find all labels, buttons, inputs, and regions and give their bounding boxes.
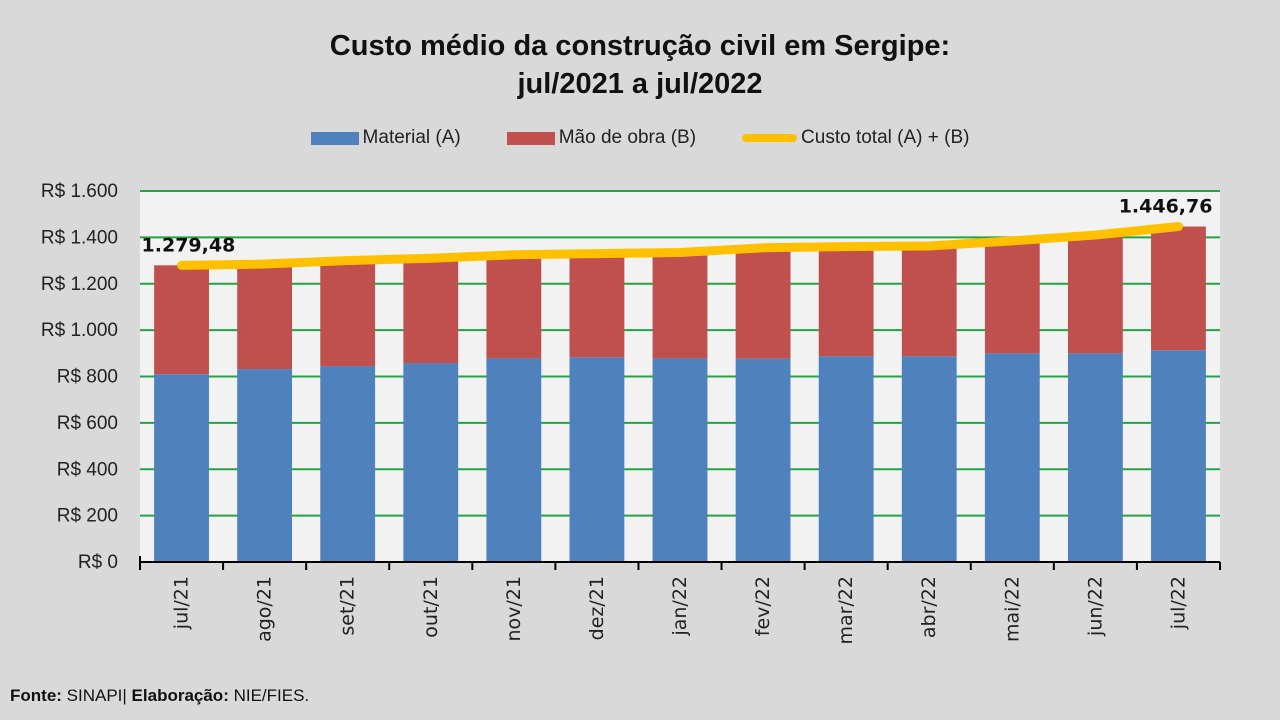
y-tick-label: R$ 0 (78, 552, 118, 573)
bar-material (735, 358, 791, 562)
y-tick-label: R$ 400 (57, 459, 118, 480)
bar-labor (320, 260, 376, 367)
x-tick-label: mar/22 (835, 576, 857, 645)
bar-material (320, 366, 376, 562)
bar-labor (984, 240, 1040, 354)
x-tick-label: dez/21 (586, 576, 608, 640)
x-tick-label: mai/22 (1001, 576, 1023, 642)
y-tick-label: R$ 800 (57, 367, 118, 388)
x-tick-label: jul/21 (171, 576, 193, 630)
bar-material (154, 374, 209, 562)
bar-labor (735, 247, 791, 359)
x-tick-label: jun/22 (1084, 576, 1106, 637)
bar-labor (901, 245, 957, 357)
footer-source: Fonte: SINAPI| Elaboração: NIE/FIES. (10, 686, 309, 706)
x-tick-label: jan/22 (669, 576, 691, 637)
x-tick-label: ago/21 (254, 576, 276, 642)
legend-item-material: Material (A) (310, 127, 461, 149)
legend-label-labor: Mão de obra (B) (558, 127, 697, 148)
bar-labor (403, 258, 459, 364)
bar-material (1067, 353, 1123, 562)
bar-labor (569, 253, 625, 358)
bar-material (652, 358, 708, 562)
x-tick-label: set/21 (337, 576, 359, 636)
legend: Material (A) Mão de obra (B) Custo total… (0, 127, 1280, 149)
bar-material (486, 358, 542, 562)
chart-subtitle: jul/2021 a jul/2022 (517, 68, 763, 100)
footer-source-value: SINAPI| (61, 686, 132, 705)
y-tick-label: R$ 1.600 (41, 181, 118, 202)
legend-item-labor: Mão de obra (B) (506, 127, 697, 149)
bar-labor (1151, 226, 1206, 351)
bar-labor (1067, 235, 1123, 354)
footer-credit-label: Elaboração: (131, 686, 229, 705)
legend-swatch-labor (506, 131, 555, 145)
bar-labor (486, 254, 542, 359)
legend-label-material: Material (A) (362, 127, 461, 148)
chart-title: Custo médio da construção civil em Sergi… (329, 30, 951, 62)
x-tick-label: nov/21 (503, 576, 525, 642)
y-tick-label: R$ 200 (57, 506, 118, 527)
x-tick-label: out/21 (420, 576, 442, 638)
data-label-total: 1.279,48 (142, 234, 236, 256)
bar-labor (652, 252, 708, 359)
bar-labor (237, 264, 293, 370)
legend-item-total: Custo total (A) + (B) (742, 127, 969, 149)
bar-material (901, 356, 957, 562)
legend-swatch-total (742, 134, 798, 142)
bar-labor (154, 265, 209, 375)
x-tick-label: fev/22 (752, 576, 774, 636)
x-tick-label: abr/22 (918, 576, 940, 638)
bar-material (984, 353, 1040, 562)
bar-material (569, 357, 625, 562)
legend-swatch-material (310, 131, 359, 145)
bar-material (818, 356, 874, 562)
bar-material (403, 363, 459, 562)
x-tick-label: jul/22 (1167, 576, 1189, 630)
y-tick-label: R$ 1.200 (41, 274, 118, 295)
y-tick-label: R$ 1.000 (41, 320, 118, 341)
legend-label-total: Custo total (A) + (B) (801, 127, 970, 148)
footer-credit-value: NIE/FIES. (228, 686, 310, 705)
bar-labor (818, 246, 874, 357)
footer-source-label: Fonte: (10, 686, 62, 705)
bar-material (1151, 350, 1206, 562)
y-tick-label: R$ 600 (57, 413, 118, 434)
data-label-total: 1.446,76 (1119, 196, 1213, 218)
y-tick-label: R$ 1.400 (41, 227, 118, 248)
bar-material (237, 369, 293, 562)
